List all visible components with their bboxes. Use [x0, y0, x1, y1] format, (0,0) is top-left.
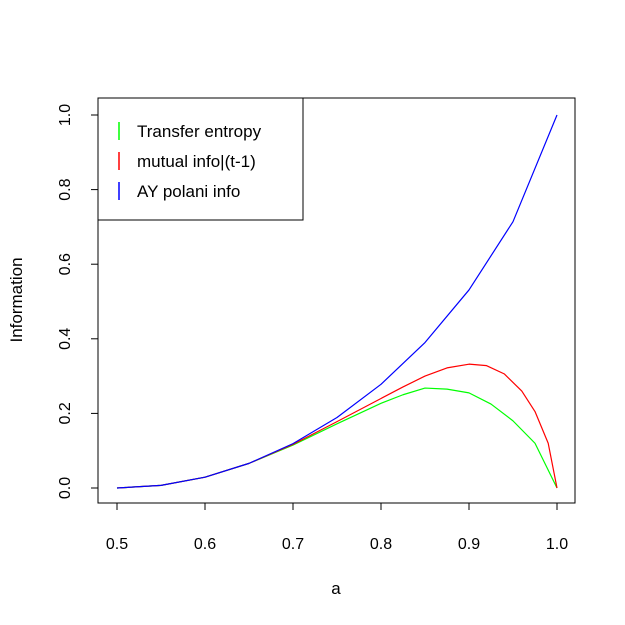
x-tick-label: 1.0: [546, 536, 568, 553]
series-line: [116, 363, 558, 489]
series-lines: [116, 114, 558, 489]
legend-label: Transfer entropy: [137, 122, 262, 141]
x-tick-label: 0.7: [282, 536, 304, 553]
y-axis-title: Information: [7, 257, 26, 342]
y-tick-label: 0.0: [57, 477, 74, 499]
x-tick-label: 0.5: [106, 536, 128, 553]
series-line: [116, 387, 558, 489]
y-tick-label: 0.6: [57, 253, 74, 275]
legend: Transfer entropy mutual info|(t-1) AY pola…: [97, 97, 304, 221]
y-tick-label: 0.4: [57, 328, 74, 350]
legend-box: [97, 97, 304, 221]
y-tick-label: 0.2: [57, 402, 74, 424]
x-tick-label: 0.9: [458, 536, 480, 553]
legend-label: mutual info|(t-1): [137, 152, 256, 171]
x-tick-label: 0.8: [370, 536, 392, 553]
x-tick-label: 0.6: [194, 536, 216, 553]
x-axis-title: a: [331, 579, 341, 598]
legend-label: AY polani info: [137, 182, 240, 201]
y-axis: 0.0 0.2 0.4 0.6 0.8 1.0: [57, 104, 99, 499]
y-tick-label: 0.8: [57, 178, 74, 200]
y-tick-label: 1.0: [57, 104, 74, 126]
series-line: [116, 114, 558, 489]
x-axis: 0.5 0.6 0.7 0.8 0.9 1.0: [106, 502, 568, 553]
